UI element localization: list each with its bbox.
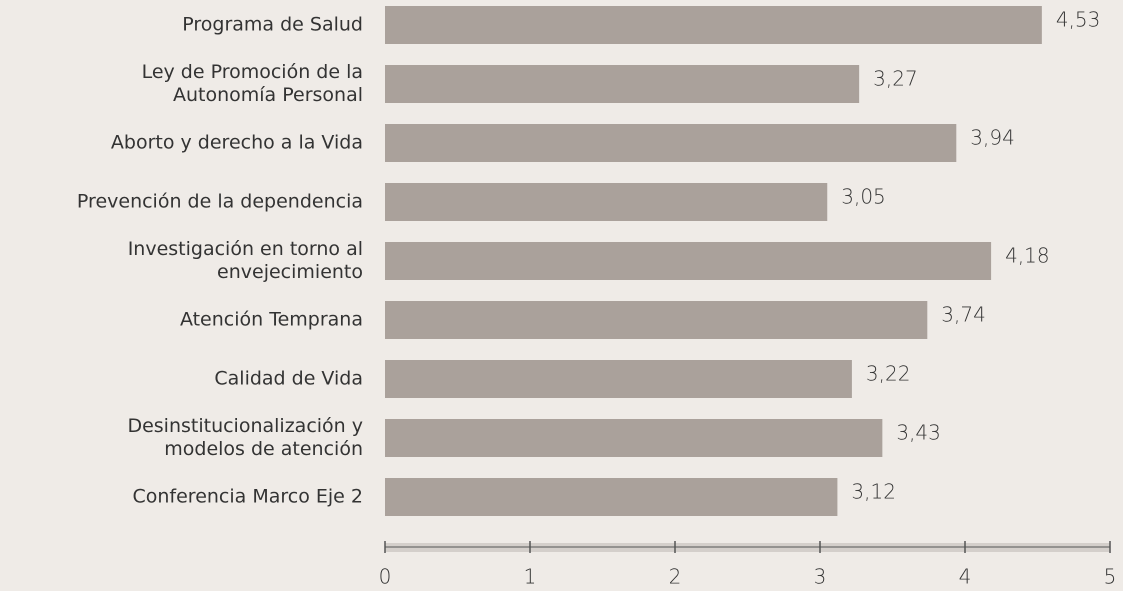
x-tick-label: 3 bbox=[814, 565, 827, 589]
category-label: Prevención de la dependencia bbox=[76, 190, 363, 213]
value-label: 4,18 bbox=[1005, 244, 1050, 268]
category-label: Calidad de Vida bbox=[214, 367, 363, 390]
bar bbox=[385, 6, 1042, 44]
bar bbox=[385, 183, 828, 221]
category-label: Investigación en torno al envejecimiento bbox=[127, 238, 363, 283]
category-label: Programa de Salud bbox=[182, 13, 363, 36]
value-label: 3,27 bbox=[873, 67, 918, 91]
value-label: 3,12 bbox=[851, 480, 896, 504]
category-label: Ley de Promoción de la Autonomía Persona… bbox=[141, 61, 363, 106]
bar bbox=[385, 124, 957, 162]
x-tick-label: 4 bbox=[959, 565, 972, 589]
bar bbox=[385, 419, 883, 457]
category-label: Aborto y derecho a la Vida bbox=[110, 131, 363, 154]
x-tick-label: 2 bbox=[669, 565, 682, 589]
value-label: 3,43 bbox=[896, 421, 941, 445]
x-tick-label: 1 bbox=[524, 565, 537, 589]
x-tick-label: 0 bbox=[379, 565, 392, 589]
category-label: Atención Temprana bbox=[179, 308, 363, 331]
value-label: 3,05 bbox=[841, 185, 886, 209]
bar bbox=[385, 478, 838, 516]
value-label: 3,94 bbox=[970, 126, 1015, 150]
bar bbox=[385, 360, 852, 398]
category-label: Desinstitucionalización y modelos de ate… bbox=[127, 415, 363, 460]
value-label: 3,22 bbox=[866, 362, 911, 386]
value-label: 3,74 bbox=[941, 303, 986, 327]
bar bbox=[385, 301, 928, 339]
x-tick-label: 5 bbox=[1104, 565, 1117, 589]
category-label: Conferencia Marco Eje 2 bbox=[132, 485, 364, 508]
bar bbox=[385, 65, 860, 103]
value-label: 4,53 bbox=[1056, 8, 1101, 32]
bar bbox=[385, 242, 992, 280]
